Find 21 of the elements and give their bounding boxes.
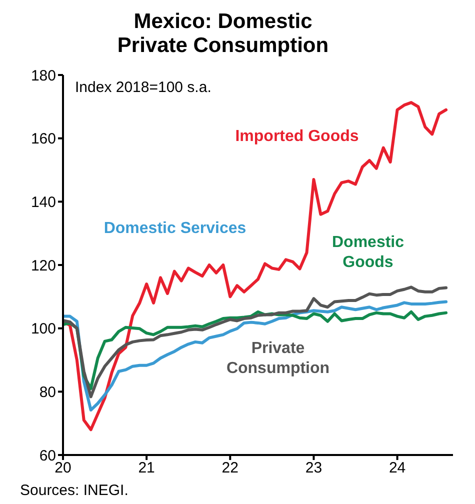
y-tick-label: 180 <box>30 67 56 84</box>
y-tick-label: 100 <box>30 320 56 338</box>
y-tick-label: 80 <box>39 384 56 401</box>
series-label: Private Consumption <box>225 339 331 379</box>
y-axis-title: Index 2018=100 s.a. <box>75 79 212 96</box>
y-tick-label: 160 <box>30 130 56 148</box>
x-tick-label: 24 <box>388 460 406 477</box>
chart-title: Mexico: Domestic Private Consumption <box>116 10 330 58</box>
y-tick-label: 140 <box>30 194 56 211</box>
series-label: Imported Goods <box>234 127 360 147</box>
x-tick-label: 22 <box>222 460 238 477</box>
y-tick-label: 120 <box>30 257 56 274</box>
x-tick-label: 21 <box>138 460 155 477</box>
text: Domestic Services <box>102 219 248 239</box>
source-note: Sources: INEGI. <box>20 482 128 499</box>
text: Domestic Goods <box>330 233 406 273</box>
x-tick-label: 23 <box>305 460 322 477</box>
line-series <box>63 286 448 398</box>
y-tick-label: 60 <box>39 447 56 464</box>
x-tick-label: 20 <box>54 460 72 477</box>
line-series <box>63 101 448 432</box>
